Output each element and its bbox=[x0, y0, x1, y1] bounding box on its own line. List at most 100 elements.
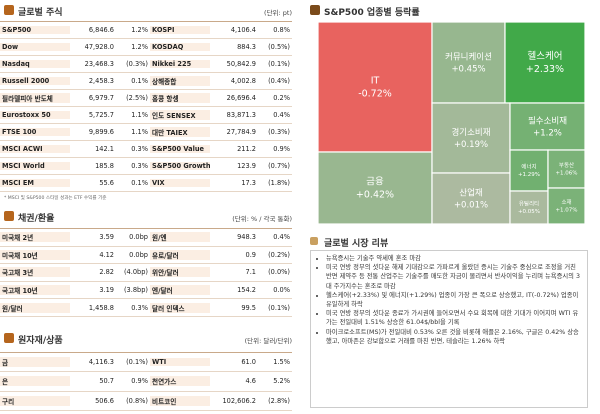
row-value: 61.0 bbox=[241, 358, 256, 367]
row-change: (0.0%) bbox=[268, 268, 290, 277]
row-value: 102,606.2 bbox=[222, 396, 256, 405]
row-name: 홍콩 항셍 bbox=[150, 93, 210, 103]
row-change: 0.2% bbox=[273, 94, 290, 102]
sector-name: IT bbox=[371, 75, 380, 86]
row-name: 대만 TAIEX bbox=[150, 127, 210, 137]
sector-cell bbox=[317, 21, 433, 153]
section-title: 글로벌 시장 리뷰 bbox=[324, 239, 389, 249]
row-name: 은 bbox=[0, 376, 70, 387]
sector-name: 금융 bbox=[366, 176, 384, 187]
row-value: 2,458.3 bbox=[88, 77, 114, 85]
row-change: 1.1% bbox=[131, 111, 148, 119]
row-change: (1.8%) bbox=[268, 179, 290, 187]
table-row: 원/달러 1,458.8 0.3% 달러 인덱스 99.5 (0.1%) bbox=[0, 299, 292, 317]
row-name: S&P500 bbox=[0, 26, 70, 34]
row-value: 4,116.3 bbox=[88, 358, 114, 367]
row-change: 0.9% bbox=[273, 145, 290, 153]
row-name: 미국채 10년 bbox=[0, 249, 70, 260]
row-value: 27,784.9 bbox=[226, 128, 256, 136]
row-value: 4.12 bbox=[99, 250, 114, 259]
section-title: 글로벌 주식 bbox=[18, 8, 63, 18]
row-name: 구리 bbox=[0, 395, 70, 406]
row-value: 0.9 bbox=[245, 250, 257, 259]
review-item: 미국 연방 정부의 셧다운 종료가 가시권에 들어오면서 수요 회복에 대한 기… bbox=[326, 309, 581, 327]
icon bbox=[310, 237, 318, 245]
row-name: 인도 SENSEX bbox=[150, 110, 210, 120]
row-value: 55.6 bbox=[99, 179, 114, 187]
row-value: 47,928.0 bbox=[84, 43, 114, 51]
row-change: 0.3% bbox=[131, 145, 148, 153]
icon bbox=[4, 5, 14, 15]
row-name: VIX bbox=[150, 179, 210, 187]
row-change: 1.5% bbox=[273, 358, 290, 367]
row-name: MSCI World bbox=[0, 162, 70, 170]
row-name: 필라델피아 반도체 bbox=[0, 93, 70, 103]
sector-name: 필수소비재 bbox=[528, 115, 567, 126]
table-row: Nasdaq 23,468.3 (0.3%) Nikkei 225 50,842.9 (0… bbox=[0, 56, 292, 73]
row-value: 83,871.3 bbox=[226, 111, 256, 119]
row-value: 211.2 bbox=[237, 145, 256, 153]
row-name: Nasdaq bbox=[0, 60, 70, 68]
sector-value-label: +0.19% bbox=[454, 140, 488, 150]
row-value: 506.6 bbox=[95, 396, 114, 405]
row-change: 0.0% bbox=[273, 286, 290, 295]
sector-cell bbox=[431, 172, 511, 225]
table-row: 필라델피아 반도체 6,979.7 (2.5%) 홍콩 항셍 26,696.4 0.2% bbox=[0, 90, 292, 107]
review-box: 뉴욕증시는 기술주 약세에 혼조 마감미국 연방 정부의 셧다운 해제 기대감으… bbox=[310, 250, 588, 408]
row-name: KOSDAQ bbox=[150, 43, 210, 51]
review-item: 뉴욕증시는 기술주 약세에 혼조 마감 bbox=[326, 254, 581, 263]
sector-cell bbox=[509, 190, 549, 225]
row-value: 4,002.8 bbox=[230, 77, 256, 85]
row-value: 948.3 bbox=[237, 233, 256, 242]
row-name: 국고채 3년 bbox=[0, 267, 70, 278]
row-change: 0.0bp bbox=[129, 233, 148, 242]
table-row: 국고채 3년 2.82 (4.0bp) 위안/달러 7.1 (0.0%) bbox=[0, 264, 292, 282]
row-value: 154.2 bbox=[237, 286, 256, 295]
icon bbox=[4, 211, 14, 221]
row-value: 99.5 bbox=[241, 303, 256, 312]
sector-name: 부동산 bbox=[559, 161, 574, 169]
stocks-table: S&P500 6,846.6 1.2% KOSPI 4,106.4 0.8% Dow 47,9… bbox=[0, 21, 292, 192]
table-row: FTSE 100 9,899.6 1.1% 대만 TAIEX 27,784.9 (0.3%… bbox=[0, 124, 292, 141]
row-value: 2.82 bbox=[99, 268, 114, 277]
row-name: 엔/달러 bbox=[150, 285, 210, 296]
row-value: 4.6 bbox=[245, 377, 257, 386]
row-name: FTSE 100 bbox=[0, 128, 70, 136]
table-row: Eurostoxx 50 5,725.7 1.1% 인도 SENSEX 83,871.3… bbox=[0, 107, 292, 124]
row-name: Dow bbox=[0, 43, 70, 51]
table-row: 금 4,116.3 (0.1%) WTI 61.0 1.5% bbox=[0, 353, 292, 373]
row-name: 달러 인덱스 bbox=[150, 302, 210, 313]
row-change: 0.3% bbox=[131, 303, 148, 312]
sector-cell bbox=[431, 21, 506, 104]
unit-label: (단위: 달러/단위) bbox=[244, 337, 292, 345]
table-row: 구리 506.6 (0.8%) 비트코인 102,606.2 (2.8%) bbox=[0, 392, 292, 411]
review-list: 뉴욕증시는 기술주 약세에 혼조 마감미국 연방 정부의 셧다운 해제 기대감으… bbox=[317, 254, 581, 346]
row-name: 상해종합 bbox=[150, 76, 210, 86]
sector-value-label: +2.33% bbox=[526, 64, 564, 75]
unit-label: (단위: % / 각국 통화) bbox=[232, 215, 292, 223]
table-row: Russell 2000 2,458.3 0.1% 상해종합 4,002.8 (0.4%) bbox=[0, 73, 292, 90]
row-name: Eurostoxx 50 bbox=[0, 111, 70, 119]
row-name: 금 bbox=[0, 357, 70, 368]
row-value: 17.3 bbox=[241, 179, 256, 187]
sector-value-label: +0.42% bbox=[356, 190, 394, 201]
row-change: (0.4%) bbox=[268, 77, 290, 85]
sector-value-label: +1.2% bbox=[533, 128, 562, 138]
row-change: 0.0bp bbox=[129, 250, 148, 259]
sector-value-label: +0.05% bbox=[518, 209, 540, 215]
sector-name: 소재 bbox=[561, 198, 571, 206]
row-name: 유로/달러 bbox=[150, 249, 210, 260]
row-name: MSCI EM bbox=[0, 179, 70, 187]
review-item: 헬스케어(+2.33%) 및 에너지(+1.29%) 업종이 가장 큰 폭으로 … bbox=[326, 291, 581, 309]
row-change: (0.8%) bbox=[126, 396, 148, 405]
bonds-table: 미국채 2년 3.59 0.0bp 원/엔 948.3 0.4% 미국채 10년 4.12 0.… bbox=[0, 228, 292, 317]
icon bbox=[310, 5, 320, 15]
row-change: 0.1% bbox=[131, 77, 148, 85]
sector-value-label: -0.72% bbox=[358, 89, 392, 100]
sector-cell bbox=[504, 21, 586, 104]
row-change: (4.0bp) bbox=[123, 268, 148, 277]
row-value: 4,106.4 bbox=[230, 26, 256, 34]
row-value: 123.9 bbox=[237, 162, 256, 170]
row-change: 0.1% bbox=[131, 179, 148, 187]
